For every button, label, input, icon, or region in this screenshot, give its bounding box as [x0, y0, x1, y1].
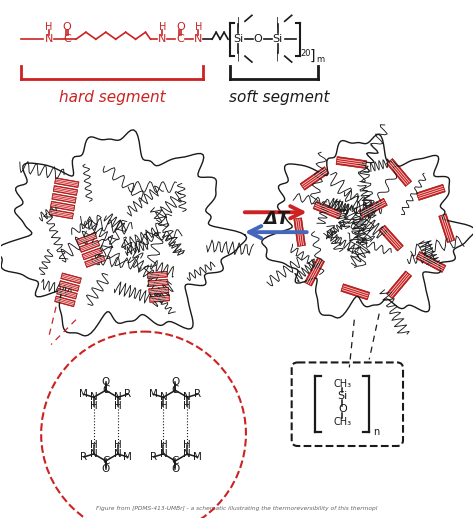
Bar — [438, 214, 455, 243]
Text: O: O — [176, 22, 185, 32]
Text: O: O — [101, 377, 110, 387]
Text: N: N — [194, 34, 202, 44]
Bar — [386, 271, 412, 299]
Bar — [61, 273, 82, 284]
Text: O: O — [171, 377, 180, 387]
Text: |: | — [237, 51, 240, 61]
Bar — [55, 296, 75, 307]
Bar — [300, 167, 329, 190]
Text: M: M — [193, 452, 201, 462]
Text: H: H — [159, 22, 166, 32]
Text: R: R — [150, 452, 157, 462]
Text: ]: ] — [310, 49, 315, 63]
Text: |: | — [276, 51, 279, 61]
Text: CH₃: CH₃ — [333, 379, 351, 389]
Bar — [336, 157, 367, 169]
Bar — [76, 233, 97, 245]
Bar — [59, 281, 80, 292]
Bar — [386, 158, 412, 186]
Text: C: C — [102, 456, 109, 466]
Text: M: M — [123, 452, 132, 462]
Text: C: C — [63, 34, 71, 44]
Text: N: N — [114, 392, 121, 402]
Text: 20: 20 — [301, 49, 311, 58]
Text: Si: Si — [337, 391, 347, 401]
Text: N: N — [183, 392, 191, 402]
Text: hard segment: hard segment — [59, 90, 165, 105]
Text: soft segment: soft segment — [228, 90, 329, 105]
Bar — [359, 198, 387, 218]
Text: R: R — [194, 389, 201, 399]
Text: H: H — [160, 401, 167, 411]
Bar — [149, 295, 170, 303]
Text: Figure from [PDMS-413-UMBr] - a schematic illustrating the thermoreversibility o: Figure from [PDMS-413-UMBr] - a schemati… — [96, 506, 378, 511]
Text: H: H — [183, 440, 191, 450]
Text: n: n — [373, 427, 380, 437]
Bar — [147, 271, 168, 279]
Text: N: N — [160, 449, 167, 459]
Bar — [84, 255, 105, 267]
Text: |: | — [237, 16, 240, 26]
Text: R: R — [80, 452, 88, 462]
Text: N: N — [183, 449, 191, 459]
Text: Si: Si — [233, 34, 243, 44]
Bar — [53, 185, 78, 196]
Bar — [379, 225, 403, 251]
Text: O: O — [63, 22, 72, 32]
Text: |: | — [276, 16, 279, 26]
Text: m: m — [317, 54, 325, 64]
Bar — [313, 201, 342, 219]
Text: H: H — [114, 440, 121, 450]
Text: M: M — [149, 389, 158, 399]
Bar — [50, 201, 75, 211]
Text: N: N — [160, 392, 167, 402]
Text: H: H — [194, 22, 202, 32]
Bar — [304, 258, 325, 286]
Bar — [49, 209, 73, 219]
Text: O: O — [254, 34, 262, 44]
Bar — [416, 252, 446, 272]
Text: H: H — [46, 22, 53, 32]
Text: N: N — [114, 449, 121, 459]
Bar — [79, 240, 100, 253]
Text: H: H — [160, 440, 167, 450]
Text: N: N — [90, 392, 98, 402]
Bar — [149, 287, 169, 295]
Text: Si: Si — [273, 34, 283, 44]
Bar — [148, 279, 168, 286]
Bar — [55, 177, 79, 188]
Text: O: O — [101, 464, 110, 474]
Text: CH₃: CH₃ — [333, 417, 351, 427]
Text: O: O — [338, 404, 347, 414]
Text: C: C — [172, 456, 179, 466]
Text: C: C — [102, 385, 109, 395]
Bar — [294, 218, 306, 247]
Text: R: R — [124, 389, 131, 399]
Bar — [341, 284, 370, 300]
Bar — [56, 288, 77, 299]
Text: ΔT: ΔT — [263, 210, 289, 228]
Text: H: H — [183, 401, 191, 411]
Text: H: H — [90, 401, 98, 411]
Text: O: O — [171, 464, 180, 474]
Text: C: C — [172, 385, 179, 395]
Text: C: C — [176, 34, 184, 44]
Text: H: H — [114, 401, 121, 411]
Text: M: M — [80, 389, 88, 399]
Bar — [52, 193, 76, 203]
Bar — [82, 248, 102, 260]
Text: N: N — [45, 34, 53, 44]
Text: H: H — [90, 440, 98, 450]
Text: N: N — [90, 449, 98, 459]
Bar — [416, 184, 445, 200]
Text: N: N — [158, 34, 167, 44]
